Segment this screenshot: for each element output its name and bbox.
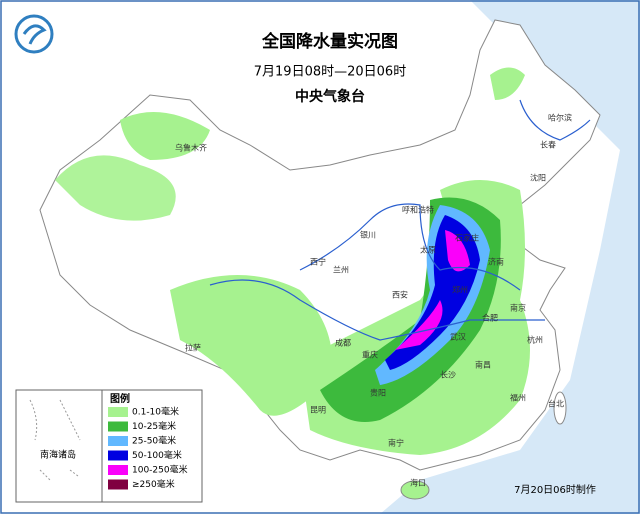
city-label: 南宁	[388, 438, 404, 448]
city-label: 西宁	[310, 257, 326, 267]
legend-swatch	[108, 407, 128, 417]
logo-mark	[22, 24, 47, 45]
city-label: 武汉	[450, 332, 466, 342]
legend-title: 图例	[110, 392, 130, 405]
footer-note: 7月20日06时制作	[514, 483, 596, 496]
sea	[380, 0, 640, 514]
city-label: 昆明	[310, 406, 326, 415]
river	[299, 203, 521, 291]
city-label: 兰州	[333, 265, 349, 275]
city-label: 济南	[488, 257, 504, 267]
city-label: 重庆	[362, 350, 378, 360]
legend-swatch	[108, 479, 128, 490]
legend-swatch	[108, 421, 128, 432]
period: 7月19日08时—20日06时	[254, 65, 406, 80]
river	[209, 279, 545, 341]
city-label: 沈阳	[530, 173, 546, 183]
legend-swatch	[108, 436, 128, 446]
city-label: 拉萨	[185, 343, 201, 353]
city-label: 呼和浩特	[402, 205, 434, 215]
city-label: 合肥	[482, 313, 498, 323]
city-label: 成都	[335, 338, 351, 348]
rain-area	[120, 112, 210, 160]
city-label: 石家庄	[455, 233, 479, 243]
city-label: 杭州	[527, 335, 543, 345]
city-label: 郑州	[452, 285, 468, 295]
rain-area	[395, 230, 470, 350]
city-label: 海口	[410, 478, 426, 488]
legend-swatch	[108, 465, 128, 475]
agency: 中央气象台	[295, 88, 365, 105]
city-label: 南京	[510, 303, 526, 313]
city-label: 台北	[548, 399, 564, 409]
inset-label: 南海诸岛	[40, 449, 76, 461]
taiwan	[553, 391, 567, 425]
legend-label: 25-50毫米	[132, 435, 176, 447]
legend-label: 100-250毫米	[132, 464, 188, 476]
city-label: 银川	[360, 230, 376, 240]
city-labels: 乌鲁木齐 哈尔滨 长春 沈阳 呼和浩特 银川 西宁 兰州 西安 太原 石家庄 郑…	[175, 113, 572, 488]
legend-label: ≥250毫米	[132, 478, 175, 490]
legend-label: 50-100毫米	[132, 449, 182, 461]
river	[519, 99, 591, 141]
rain-area	[55, 155, 176, 221]
hainan	[400, 480, 430, 500]
city-label: 南昌	[475, 360, 491, 370]
legend-label: 10-25毫米	[132, 420, 176, 432]
legend-items: 0.1-10毫米 10-25毫米 25-50毫米 50-100毫米 100-250毫米 ≥…	[108, 406, 188, 490]
rain-areas	[55, 67, 530, 455]
inset-lines	[29, 399, 81, 481]
city-label: 贵阳	[370, 388, 386, 398]
city-label: 西安	[392, 290, 408, 300]
city-label: 哈尔滨	[548, 113, 572, 123]
inset-box	[15, 389, 103, 503]
city-label: 太原	[420, 245, 436, 255]
title: 全国降水量实况图	[261, 31, 398, 52]
city-label: 长春	[540, 140, 556, 150]
logo	[14, 14, 54, 54]
city-label: 乌鲁木齐	[175, 143, 207, 153]
rain-area	[170, 275, 332, 416]
rivers	[209, 99, 591, 341]
city-label: 长沙	[440, 370, 456, 380]
legend-label: 0.1-10毫米	[132, 406, 179, 418]
rain-area	[490, 67, 525, 100]
city-label: 福州	[510, 394, 526, 403]
legend-swatch	[108, 450, 128, 461]
